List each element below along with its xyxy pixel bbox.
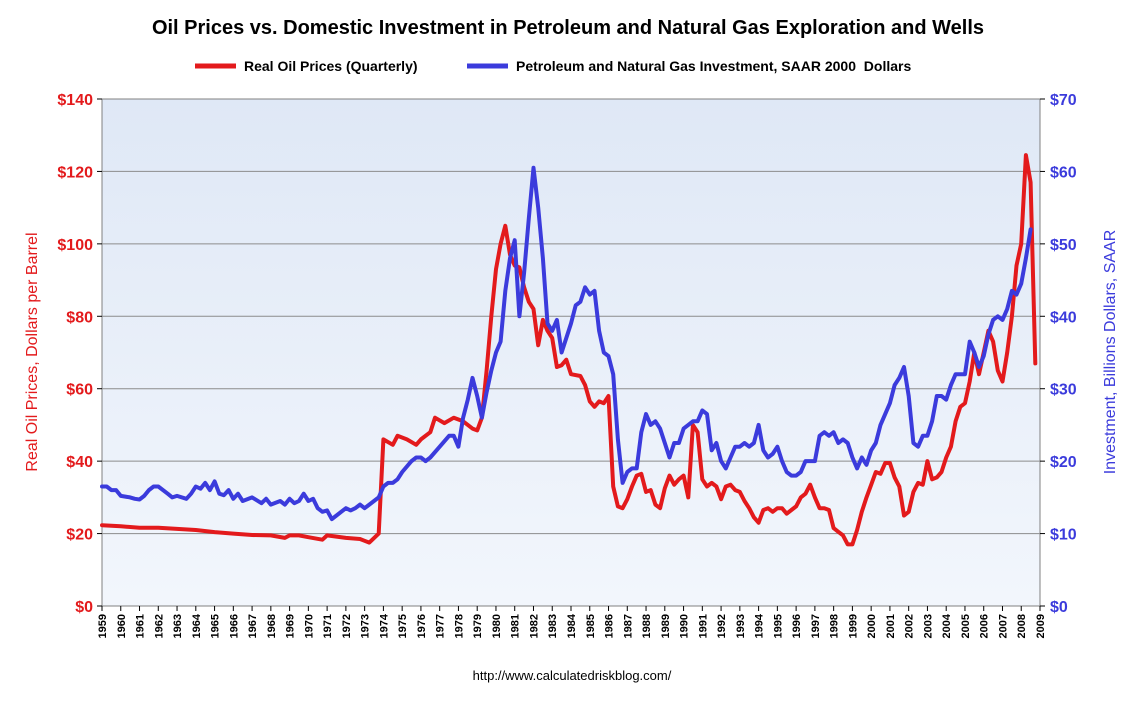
- y-tick-label-right: $40: [1050, 309, 1077, 326]
- y-axis-right-title: Investment, Billions Dollars, SAAR: [1102, 230, 1119, 475]
- y-tick-label-left: $80: [66, 309, 93, 326]
- x-tick-label: 1979: [472, 614, 484, 638]
- chart-title: Oil Prices vs. Domestic Investment in Pe…: [152, 17, 984, 39]
- y-tick-label-left: $0: [75, 599, 93, 616]
- legend: Real Oil Prices (Quarterly) Petroleum an…: [195, 58, 911, 74]
- x-tick-label: 1966: [228, 614, 240, 638]
- x-tick-label: 1982: [528, 614, 540, 638]
- x-tick-label: 2004: [941, 613, 953, 638]
- x-tick-label: 2005: [960, 614, 972, 638]
- x-tick-label: 1994: [754, 613, 766, 638]
- x-tick-label: 1968: [266, 614, 278, 638]
- x-tick-label: 1970: [303, 614, 315, 638]
- x-tick-label: 1980: [491, 614, 503, 638]
- legend-label-investment: Petroleum and Natural Gas Investment, SA…: [516, 58, 911, 74]
- x-tick-label: 1995: [772, 614, 784, 638]
- y-axis-left-title: Real Oil Prices, Dollars per Barrel: [24, 232, 41, 471]
- x-tick-label: 1989: [660, 614, 672, 638]
- x-tick-label: 2009: [1035, 614, 1047, 638]
- y-tick-label-left: $20: [66, 527, 93, 544]
- x-tick-label: 1981: [510, 614, 522, 638]
- x-tick-label: 2006: [979, 614, 991, 638]
- x-tick-label: 1975: [397, 614, 409, 638]
- x-tick-label: 1971: [322, 614, 334, 638]
- y-tick-label-right: $20: [1050, 454, 1077, 471]
- y-tick-label-right: $30: [1050, 382, 1077, 399]
- x-tick-label: 1964: [191, 613, 203, 638]
- x-tick-label: 1985: [585, 614, 597, 638]
- x-tick-label: 1992: [716, 614, 728, 638]
- x-tick-label: 1999: [847, 614, 859, 638]
- y-tick-label-right: $50: [1050, 237, 1077, 254]
- y-tick-label-left: $100: [57, 237, 93, 254]
- x-tick-label: 1997: [810, 614, 822, 638]
- x-tick-label: 2001: [885, 614, 897, 638]
- x-axis: 1959 1960 1961 1962 1963 1964 1965 1966 1967 1968…: [97, 606, 1047, 638]
- x-tick-label: 1974: [378, 613, 390, 638]
- series-lines: [100, 153, 1038, 547]
- x-tick-label: 1962: [153, 614, 165, 638]
- x-tick-label: 1998: [829, 614, 841, 638]
- x-tick-label: 1959: [97, 614, 109, 638]
- x-tick-label: 1993: [735, 614, 747, 638]
- x-tick-label: 1967: [247, 614, 259, 638]
- x-tick-label: 1978: [453, 614, 465, 638]
- x-tick-label: 1986: [604, 614, 616, 638]
- x-tick-label: 1996: [791, 614, 803, 638]
- x-tick-label: 2003: [922, 614, 934, 638]
- x-tick-label: 1965: [210, 614, 222, 638]
- x-tick-label: 1988: [641, 614, 653, 638]
- legend-label-oil-prices: Real Oil Prices (Quarterly): [244, 58, 418, 74]
- x-tick-label: 1977: [435, 614, 447, 638]
- y-axis-left: $0 $20 $40 $60 $80 $100 $120 $140: [57, 92, 102, 616]
- y-axis-right: $0 $10 $20 $30 $40 $50 $60 $70: [1040, 92, 1077, 616]
- y-tick-label-left: $140: [57, 92, 93, 109]
- y-tick-label-right: $60: [1050, 164, 1077, 181]
- y-tick-label-left: $120: [57, 164, 93, 181]
- x-tick-label: 1987: [622, 614, 634, 638]
- y-tick-label-right: $70: [1050, 92, 1077, 109]
- y-tick-label-right: $0: [1050, 599, 1068, 616]
- x-tick-label: 1961: [135, 614, 147, 638]
- x-tick-label: 1973: [360, 614, 372, 638]
- investment-line: [100, 165, 1033, 522]
- x-tick-label: 1984: [566, 613, 578, 638]
- x-tick-label: 1976: [416, 614, 428, 638]
- x-tick-label: 1990: [679, 614, 691, 638]
- x-tick-label: 1972: [341, 614, 353, 638]
- x-tick-label: 1960: [116, 614, 128, 638]
- x-tick-label: 1963: [172, 614, 184, 638]
- x-tick-label: 2007: [997, 614, 1009, 638]
- y-tick-label-left: $60: [66, 382, 93, 399]
- x-tick-label: 1969: [285, 614, 297, 638]
- x-tick-label: 1991: [697, 614, 709, 638]
- y-tick-label-left: $40: [66, 454, 93, 471]
- source-url: http://www.calculatedriskblog.com/: [473, 668, 672, 683]
- x-tick-label: 2002: [904, 614, 916, 638]
- plot-area: [101, 98, 1041, 607]
- x-tick-label: 2008: [1016, 614, 1028, 638]
- oil-prices-line: [100, 153, 1038, 547]
- x-tick-label: 2000: [866, 614, 878, 638]
- x-tick-label: 1983: [547, 614, 559, 638]
- y-tick-label-right: $10: [1050, 527, 1077, 544]
